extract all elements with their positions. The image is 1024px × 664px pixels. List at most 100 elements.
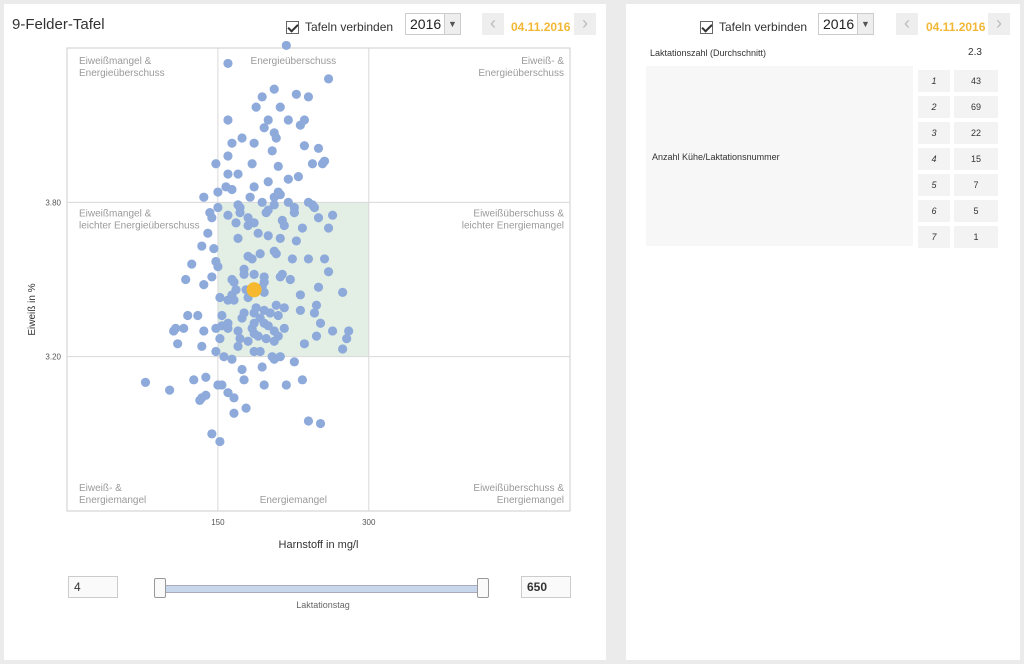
cow-count-cell: 69	[954, 96, 998, 118]
data-point	[263, 177, 273, 187]
data-point	[295, 305, 305, 315]
connect-tables-toggle[interactable]: Tafeln verbinden	[286, 20, 393, 34]
data-point	[215, 292, 225, 303]
lactation-day-min-handle[interactable]	[154, 578, 166, 598]
zone-label-line: Energiemangel	[497, 495, 564, 506]
data-point	[273, 161, 283, 171]
cow-count-label: Anzahl Kühe/Laktationsnummer	[652, 152, 780, 162]
chevron-down-icon[interactable]: ▼	[857, 14, 873, 34]
year-select[interactable]: 2016 ▼	[405, 13, 461, 35]
data-point	[235, 208, 245, 218]
connect-tables-checkbox-right[interactable]	[700, 20, 713, 34]
zone-label-line: Eiweiß- &	[521, 56, 564, 67]
lactation-number-cell: 1	[918, 70, 950, 92]
data-point	[259, 272, 269, 282]
prev-date-button-right[interactable]: ‹	[896, 13, 918, 35]
data-point	[247, 254, 257, 264]
y-axis-label: Eiweiß in %	[27, 283, 38, 335]
zone-label: Eiweißüberschuss & Energiemangel	[473, 483, 564, 506]
data-point	[223, 210, 233, 220]
data-point	[253, 228, 263, 238]
data-point	[275, 102, 285, 112]
chevron-down-icon[interactable]: ▼	[444, 14, 460, 34]
zone-label-line: Eiweißmangel &	[79, 56, 152, 67]
data-point	[269, 246, 279, 256]
zone-label-line: Energiemangel	[79, 495, 146, 506]
data-point	[217, 310, 227, 321]
data-point	[173, 339, 183, 349]
data-point	[279, 220, 289, 231]
data-point	[259, 380, 269, 390]
data-point	[285, 274, 295, 285]
connect-tables-checkbox[interactable]	[286, 20, 299, 34]
data-point	[299, 339, 310, 349]
data-point	[187, 259, 197, 269]
lactation-day-slider-track[interactable]	[160, 585, 486, 593]
data-point	[338, 344, 348, 354]
year-select-value: 2016	[410, 16, 442, 32]
data-point	[207, 213, 217, 223]
data-point	[344, 326, 354, 336]
data-point	[323, 267, 334, 277]
data-point	[269, 200, 279, 210]
data-point	[342, 334, 352, 344]
data-point	[199, 280, 209, 290]
cow-count-cell: 1	[954, 226, 998, 248]
lactation-day-label: Laktationstag	[296, 600, 350, 610]
lactation-day-max-handle[interactable]	[477, 578, 489, 598]
connect-tables-label: Tafeln verbinden	[305, 20, 394, 34]
data-point	[241, 403, 251, 413]
prev-date-button[interactable]: ‹	[482, 13, 504, 35]
next-date-button[interactable]: ›	[574, 13, 596, 35]
data-point	[263, 115, 273, 125]
lactation-number-cell: 3	[918, 122, 950, 144]
data-point	[247, 159, 257, 169]
zone-label-line: leichter Energiemangel	[462, 220, 564, 231]
data-point	[269, 192, 279, 202]
zone-label-line: Eiweißüberschuss &	[473, 483, 564, 494]
data-point	[313, 143, 324, 153]
data-point	[249, 308, 259, 318]
data-point	[327, 326, 338, 336]
chevron-right-icon: ›	[996, 13, 1002, 33]
lactation-day-min-field[interactable]: 4	[68, 576, 118, 598]
data-point	[223, 115, 233, 125]
data-point	[271, 133, 281, 143]
data-point	[199, 326, 209, 336]
data-point	[249, 218, 259, 228]
data-point	[245, 192, 255, 202]
data-point	[303, 254, 314, 264]
data-point	[273, 310, 283, 321]
data-point	[327, 210, 338, 220]
data-point	[165, 385, 175, 395]
year-select-right[interactable]: 2016 ▼	[818, 13, 874, 35]
data-point	[195, 395, 205, 405]
data-point	[261, 208, 271, 218]
data-point	[140, 377, 151, 387]
data-point	[279, 303, 289, 313]
next-date-button-right[interactable]: ›	[988, 13, 1010, 35]
zone-label-line: Eiweiß- &	[79, 483, 122, 494]
lactation-panel: Tafeln verbinden 2016 ▼ ‹ 04.11.2016 › L…	[626, 4, 1020, 660]
data-point	[213, 262, 223, 272]
data-point	[307, 200, 318, 210]
connect-tables-toggle-right[interactable]: Tafeln verbinden	[700, 20, 807, 34]
data-point	[239, 375, 249, 385]
data-point	[279, 323, 289, 333]
data-point	[277, 269, 287, 279]
y-tick-label: 3.20	[45, 353, 61, 362]
lactation-day-max-field[interactable]: 650	[521, 576, 571, 598]
connect-tables-label-right: Tafeln verbinden	[719, 20, 808, 34]
zone-label-line: Energieüberschuss	[478, 68, 564, 79]
data-point	[235, 334, 245, 344]
data-point	[259, 287, 269, 297]
data-point	[213, 202, 223, 213]
data-point	[211, 346, 221, 357]
data-point	[303, 416, 314, 426]
data-point	[227, 138, 237, 148]
data-point	[297, 375, 308, 385]
zone-label: Energieüberschuss	[251, 56, 337, 67]
data-point	[213, 187, 223, 197]
x-axis-label: Harnstoff in mg/l	[279, 539, 359, 551]
data-point	[237, 364, 247, 375]
